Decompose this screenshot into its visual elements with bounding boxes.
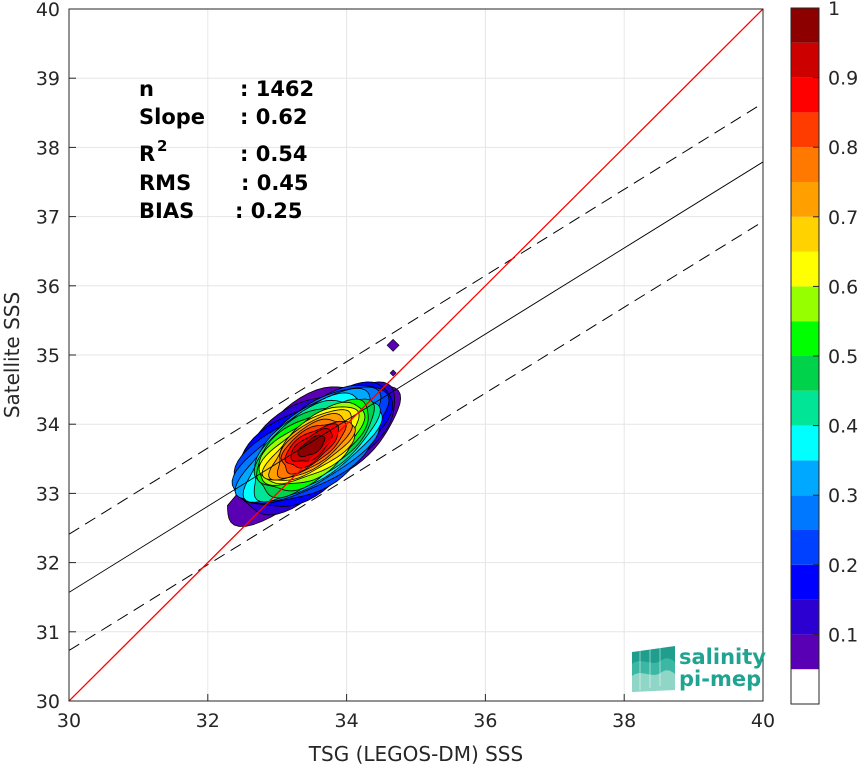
- stat-r2-value: : 0.54: [240, 142, 308, 166]
- colorbar-band: [791, 634, 819, 670]
- x-tick-label: 30: [57, 710, 81, 732]
- y-tick-label: 40: [36, 0, 60, 21]
- x-tick-label: 36: [473, 710, 497, 732]
- logo-waves-icon: [632, 646, 675, 692]
- colorbar-tick-label: 0.2: [828, 555, 858, 577]
- identity-line: [69, 9, 763, 701]
- y-tick-label: 35: [36, 345, 60, 367]
- colorbar-band: [791, 77, 819, 113]
- logo-line2: pi-mep: [679, 667, 761, 691]
- colorbar-band: [791, 356, 819, 391]
- colorbar-band: [791, 460, 819, 496]
- colorbar-tick-label: 0.6: [828, 276, 858, 298]
- colorbar-tick-label: 0.1: [828, 624, 858, 646]
- x-tick-label: 32: [196, 710, 220, 732]
- colorbar-band: [791, 390, 819, 426]
- y-tick-label: 33: [36, 483, 60, 505]
- colorbar-band: [791, 495, 819, 530]
- x-tick-label: 38: [612, 710, 636, 732]
- colorbar-band: [791, 321, 819, 356]
- stat-rms-value: : 0.45: [241, 171, 309, 195]
- stat-slope-value: : 0.62: [240, 105, 308, 129]
- stat-slope-label: Slope: [139, 105, 205, 129]
- colorbar-ticks: 0.1 0.2 0.3 0.4 0.5 0.6 0.7 0.8 0.9 1: [813, 0, 858, 646]
- colorbar: [791, 8, 819, 704]
- colorbar-tick-label: 0.9: [828, 68, 858, 90]
- y-tick-label: 37: [36, 207, 60, 229]
- stat-n-value: : 1462: [240, 77, 314, 101]
- stats-box: n : 1462 Slope : 0.62 R 2 : 0.54 RMS : 0…: [139, 77, 314, 223]
- colorbar-band: [791, 564, 819, 600]
- stat-rms-label: RMS: [139, 171, 191, 195]
- fit-lower-line: [69, 221, 763, 651]
- density-contours: [227, 381, 402, 527]
- colorbar-band: [791, 669, 819, 704]
- colorbar-band: [791, 182, 819, 217]
- y-tick-label: 38: [36, 137, 60, 159]
- stat-n-label: n: [139, 77, 154, 101]
- y-axis-label: Satellite SSS: [0, 292, 24, 418]
- colorbar-band: [791, 42, 819, 78]
- y-tick-label: 36: [36, 276, 60, 298]
- colorbar-band: [791, 425, 819, 461]
- x-tick-label: 40: [751, 710, 775, 732]
- fit-upper-line: [69, 102, 763, 535]
- colorbar-band: [791, 599, 819, 635]
- colorbar-tick-label: 0.4: [828, 416, 858, 438]
- fit-line: [69, 161, 763, 593]
- colorbar-band: [791, 251, 819, 287]
- colorbar-tick-label: 0.8: [828, 137, 858, 159]
- colorbar-band: [791, 8, 819, 43]
- colorbar-band: [791, 216, 819, 252]
- colorbar-tick-label: 0.5: [828, 346, 858, 368]
- stat-r2-label: R: [139, 142, 155, 166]
- colorbar-band: [791, 112, 819, 148]
- stat-bias-label: BIAS: [139, 199, 194, 223]
- grid: [69, 9, 763, 701]
- axis-ticks: 30 32 34 36 38 40 30 31 32 33 34 35 36 37 38 39 40: [36, 0, 775, 732]
- outlier-points: [386, 338, 400, 377]
- colorbar-band: [791, 530, 819, 565]
- colorbar-tick-label: 0.7: [828, 207, 858, 229]
- y-tick-label: 30: [36, 691, 60, 713]
- x-axis-label: TSG (LEGOS-DM) SSS: [308, 742, 523, 766]
- x-tick-label: 34: [335, 710, 359, 732]
- y-tick-label: 34: [36, 414, 60, 436]
- outlier-point: [389, 369, 397, 377]
- reference-lines: [69, 9, 763, 701]
- y-tick-label: 39: [36, 68, 60, 90]
- colorbar-tick-label: 0.3: [828, 485, 858, 507]
- colorbar-band: [791, 286, 819, 322]
- stat-bias-value: : 0.25: [235, 199, 303, 223]
- density-contour: [297, 434, 326, 458]
- logo-line1: salinity: [679, 645, 766, 669]
- salinity-pi-mep-logo: salinity pi-mep: [632, 645, 766, 692]
- y-tick-label: 32: [36, 553, 60, 575]
- colorbar-band: [791, 147, 819, 182]
- colorbar-tick-label: 1: [828, 0, 840, 20]
- outlier-point: [386, 338, 400, 352]
- stat-r2-superscript: 2: [157, 137, 167, 155]
- y-tick-label: 31: [36, 622, 60, 644]
